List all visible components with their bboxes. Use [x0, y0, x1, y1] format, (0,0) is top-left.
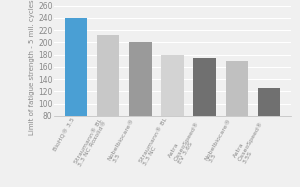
- Bar: [258, 88, 280, 165]
- Bar: [161, 55, 184, 165]
- Bar: [226, 61, 248, 165]
- Bar: [65, 18, 87, 165]
- Bar: [129, 42, 152, 165]
- Bar: [97, 35, 119, 165]
- Bar: [194, 58, 216, 165]
- Y-axis label: Limit of fatigue strength - 5 mil. cycles (N): Limit of fatigue strength - 5 mil. cycle…: [29, 0, 35, 135]
